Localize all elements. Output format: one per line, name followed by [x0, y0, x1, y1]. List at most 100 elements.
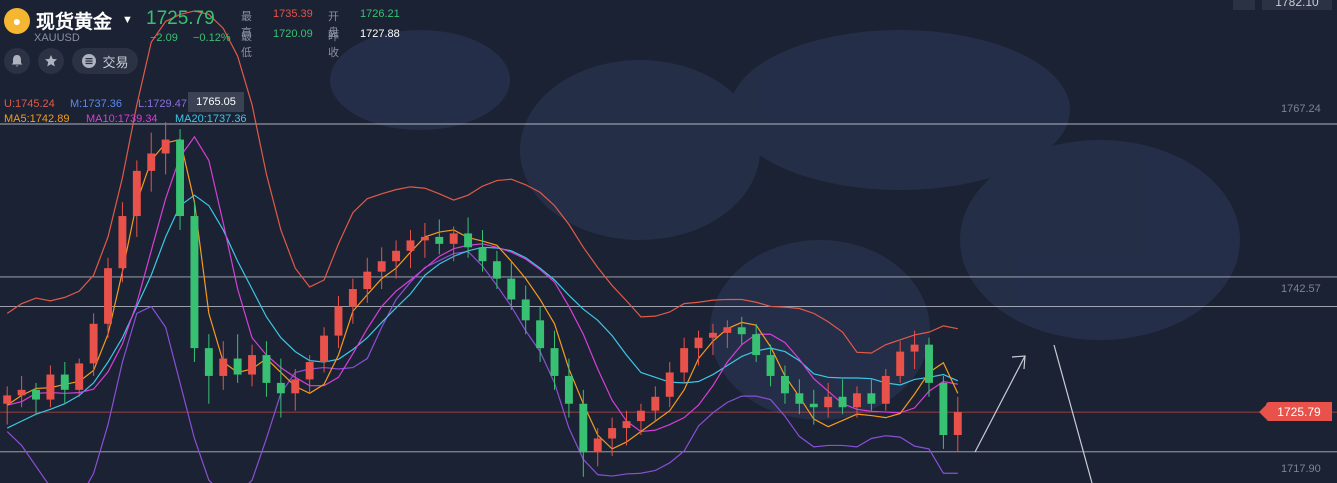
candle-body: [17, 389, 26, 396]
price-change: −2.09: [150, 32, 178, 44]
horizontal-levels: [0, 123, 1337, 453]
candle-body: [435, 236, 444, 244]
ma5-label: MA5:1742.89: [4, 113, 70, 125]
chevron-down-icon[interactable]: ▼: [122, 14, 133, 26]
trade-label: 交易: [102, 54, 129, 70]
candle-body: [132, 170, 141, 217]
star-icon: [45, 55, 57, 67]
candle-body: [464, 233, 473, 248]
candle-body: [161, 139, 170, 154]
candle-body: [118, 216, 127, 269]
drawn-arrows: [974, 344, 1093, 483]
candle-body: [593, 438, 602, 453]
candle-body: [507, 278, 516, 300]
candle-body: [521, 299, 530, 321]
price-tooltip: 1765.05: [188, 92, 244, 112]
low-value: 1720.09: [273, 28, 313, 40]
candle-body: [564, 375, 573, 404]
candle-body: [665, 372, 674, 397]
bell-button[interactable]: [4, 48, 30, 74]
candle-body: [147, 153, 156, 171]
candle-body: [420, 236, 429, 241]
candle-body: [853, 393, 861, 408]
candle-body: [406, 240, 415, 251]
gold-coin-icon: ●: [4, 8, 30, 34]
candle-body: [291, 379, 300, 394]
y-tick-label: 1767.24: [1281, 103, 1321, 115]
candle-body: [809, 403, 818, 408]
boll-lower-label: L:1729.47: [138, 98, 187, 110]
candle-body: [536, 320, 545, 349]
candle-body: [176, 139, 184, 217]
candle-body: [680, 348, 689, 373]
candle-body: [46, 374, 55, 400]
candle-body: [910, 344, 919, 352]
ticker-symbol: XAUUSD: [34, 32, 80, 44]
trade-button[interactable]: 交易: [72, 48, 138, 74]
candle-body: [881, 375, 890, 404]
bell-icon: [11, 55, 23, 67]
list-icon: [82, 54, 97, 68]
low-label: 最低: [241, 31, 252, 59]
candle-body: [248, 355, 257, 375]
candle-body: [608, 428, 617, 439]
prev-close-value: 1727.88: [360, 28, 400, 40]
candle-body: [579, 403, 588, 453]
high-value: 1735.39: [273, 8, 313, 20]
candle-body: [348, 289, 357, 307]
map-texture: [330, 30, 1240, 420]
candle-body: [622, 421, 631, 429]
ma10-label: MA10:1739.34: [86, 113, 158, 125]
instrument-name[interactable]: 现货黄金: [36, 12, 113, 33]
candle-body: [723, 327, 732, 333]
ma20-label: MA20:1737.36: [175, 113, 247, 125]
candle-body: [795, 393, 804, 404]
current-price-tag: 1725.79: [1259, 402, 1332, 421]
candle-body: [953, 412, 962, 436]
candle-body: [219, 358, 228, 376]
favorite-button[interactable]: [38, 48, 64, 74]
candle-body: [867, 393, 876, 404]
candle-body: [752, 334, 761, 356]
candle-body: [262, 355, 271, 383]
candle-body: [276, 382, 285, 394]
boll-upper-line: [6, 10, 958, 354]
candle-body: [3, 395, 12, 404]
candle-body: [449, 233, 458, 244]
candle-body: [32, 389, 40, 400]
candle-body: [377, 261, 386, 272]
candle-body: [478, 247, 487, 262]
y-tick-label: 1742.57: [1281, 283, 1321, 295]
candle-body: [781, 375, 789, 394]
candle-body: [636, 410, 645, 422]
alert-bell-icon[interactable]: [1233, 0, 1255, 10]
candle-body: [89, 323, 98, 364]
candle-body: [190, 216, 199, 349]
prev-close-label: 昨收: [328, 31, 339, 59]
candle-body: [550, 348, 559, 376]
candle-body: [75, 363, 84, 390]
candle-body: [651, 396, 660, 411]
candle-body: [320, 335, 329, 363]
candle-body: [939, 382, 948, 436]
candle-body: [925, 344, 933, 383]
y-tick-label: 1717.90: [1281, 463, 1321, 475]
candle-body: [896, 351, 905, 376]
candle-body: [60, 374, 69, 390]
candle-body: [104, 268, 112, 324]
candle-body: [694, 337, 703, 349]
candle-body: [204, 348, 213, 376]
boll-upper-label: U:1745.24: [4, 98, 55, 110]
candle-body: [492, 261, 501, 279]
candle-body: [334, 306, 343, 336]
candle-body: [392, 250, 401, 262]
last-price: 1725.79: [146, 8, 215, 29]
open-label: 开盘: [328, 11, 339, 39]
boll-mid-label: M:1737.36: [70, 98, 122, 110]
axis-top-price: 1782.10: [1262, 0, 1332, 10]
candle-body: [766, 355, 775, 376]
price-change-percent: −0.12%: [193, 32, 231, 44]
high-label: 最高: [241, 11, 252, 39]
open-value: 1726.21: [360, 8, 400, 20]
